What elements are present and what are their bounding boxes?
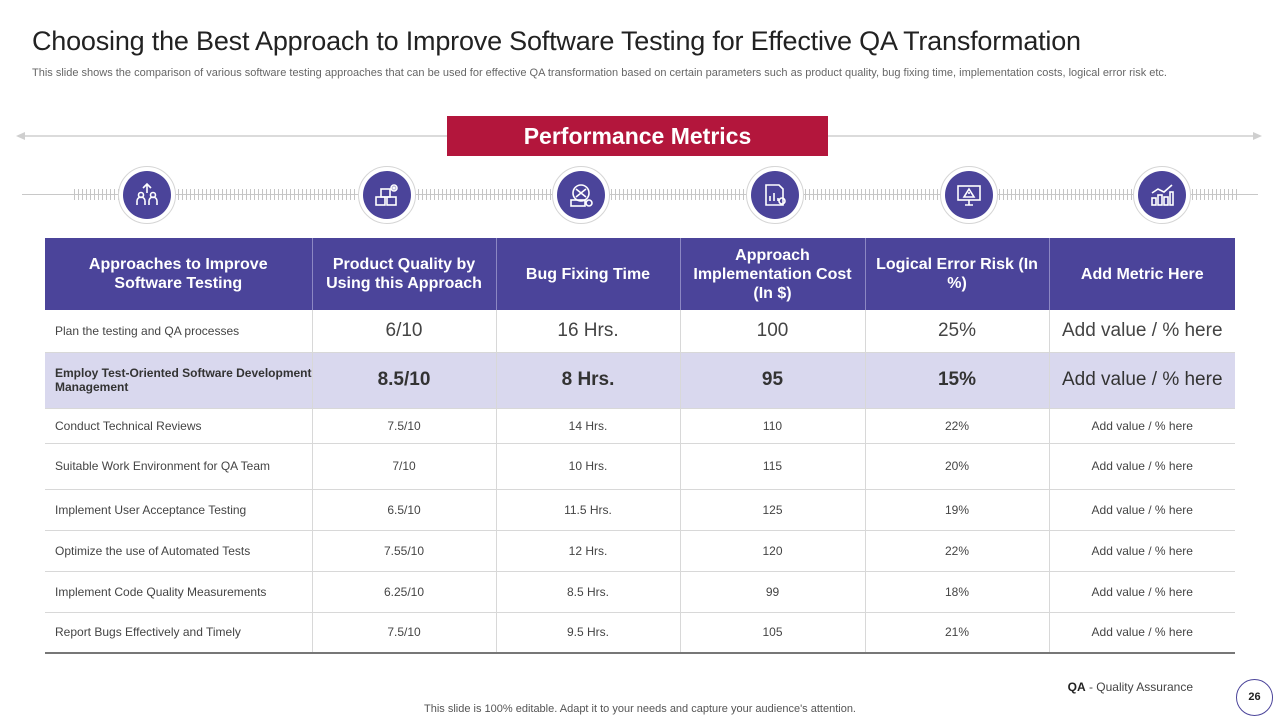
metric-cell: Add value / % here [1049, 489, 1235, 531]
header-implementation-cost: Approach Implementation Cost (In $) [680, 238, 866, 310]
risk-cell: 25% [865, 310, 1050, 353]
tick-marks [805, 189, 941, 200]
metric-cell: Add value / % here [1049, 530, 1235, 572]
footnote-abbr: QA [1067, 680, 1086, 694]
bug-time-cell: 8 Hrs. [496, 352, 681, 409]
bug-time-cell: 14 Hrs. [496, 408, 681, 444]
quality-cell: 6.5/10 [312, 489, 497, 531]
bug-time-cell: 11.5 Hrs. [496, 489, 681, 531]
tools-gear-icon [552, 166, 610, 224]
cost-cell: 110 [680, 408, 866, 444]
table-row-highlighted: Employ Test-Oriented Software Developmen… [45, 352, 1235, 409]
metric-cell: Add value / % here [1049, 352, 1235, 409]
quality-cell: 7.55/10 [312, 530, 497, 572]
approach-cell: Optimize the use of Automated Tests [45, 530, 313, 572]
header-add-metric: Add Metric Here [1049, 238, 1235, 310]
metric-cell: Add value / % here [1049, 310, 1235, 353]
bug-time-cell: 10 Hrs. [496, 443, 681, 490]
header-product-quality: Product Quality by Using this Approach [312, 238, 497, 310]
quality-cell: 6.25/10 [312, 571, 497, 613]
tick-marks [178, 189, 358, 200]
report-gear-icon [746, 166, 804, 224]
risk-cell: 15% [865, 352, 1050, 409]
monitor-warning-icon [940, 166, 998, 224]
approach-cell: Implement User Acceptance Testing [45, 489, 313, 531]
performance-metrics-banner: Performance Metrics [447, 116, 828, 156]
risk-cell: 22% [865, 530, 1050, 572]
risk-cell: 19% [865, 489, 1050, 531]
table-row: Implement User Acceptance Testing 6.5/10… [45, 489, 1235, 531]
cost-cell: 100 [680, 310, 866, 353]
slide-subtitle: This slide shows the comparison of vario… [32, 67, 1167, 79]
page-number: 26 [1236, 679, 1273, 716]
chart-growth-icon [1133, 166, 1191, 224]
header-bug-fixing-time: Bug Fixing Time [496, 238, 681, 310]
bug-time-cell: 16 Hrs. [496, 310, 681, 353]
risk-cell: 22% [865, 408, 1050, 444]
metric-cell: Add value / % here [1049, 612, 1235, 654]
quality-cell: 7.5/10 [312, 408, 497, 444]
people-growth-icon [118, 166, 176, 224]
metric-cell: Add value / % here [1049, 408, 1235, 444]
quality-cell: 7.5/10 [312, 612, 497, 654]
risk-cell: 18% [865, 571, 1050, 613]
table-row: Report Bugs Effectively and Timely 7.5/1… [45, 612, 1235, 654]
tick-marks [999, 189, 1135, 200]
quality-cell: 8.5/10 [312, 352, 497, 409]
cost-cell: 115 [680, 443, 866, 490]
tick-marks [418, 189, 553, 200]
approach-cell: Implement Code Quality Measurements [45, 571, 313, 613]
metric-cell: Add value / % here [1049, 443, 1235, 490]
approach-cell: Plan the testing and QA processes [45, 310, 313, 353]
cost-cell: 99 [680, 571, 866, 613]
table-header-row: Approaches to Improve Software Testing P… [45, 238, 1235, 310]
cost-cell: 120 [680, 530, 866, 572]
approach-cell: Conduct Technical Reviews [45, 408, 313, 444]
tick-marks [611, 189, 746, 200]
bug-time-cell: 8.5 Hrs. [496, 571, 681, 613]
risk-cell: 20% [865, 443, 1050, 490]
approach-cell: Suitable Work Environment for QA Team [45, 443, 313, 490]
cost-cell: 125 [680, 489, 866, 531]
tick-marks [74, 189, 119, 200]
cost-cell: 105 [680, 612, 866, 654]
bug-time-cell: 12 Hrs. [496, 530, 681, 572]
metric-cell: Add value / % here [1049, 571, 1235, 613]
arrow-left-icon [16, 132, 25, 140]
table-row: Implement Code Quality Measurements 6.25… [45, 571, 1235, 613]
header-logical-error-risk: Logical Error Risk (In %) [865, 238, 1050, 310]
bug-time-cell: 9.5 Hrs. [496, 612, 681, 654]
arrow-right-icon [1253, 132, 1262, 140]
table-row: Plan the testing and QA processes 6/10 1… [45, 310, 1235, 353]
approach-cell: Employ Test-Oriented Software Developmen… [45, 352, 313, 409]
abbreviation-footnote: QA - Quality Assurance [1068, 680, 1193, 694]
table-row: Conduct Technical Reviews 7.5/10 14 Hrs.… [45, 408, 1235, 444]
cost-cell: 95 [680, 352, 866, 409]
quality-cell: 7/10 [312, 443, 497, 490]
approach-cell: Report Bugs Effectively and Timely [45, 612, 313, 654]
header-approaches: Approaches to Improve Software Testing [45, 238, 313, 310]
footnote-text: - Quality Assurance [1085, 680, 1193, 694]
slide-title: Choosing the Best Approach to Improve So… [32, 26, 1081, 56]
boxes-gear-icon [358, 166, 416, 224]
quality-cell: 6/10 [312, 310, 497, 353]
table-row: Suitable Work Environment for QA Team 7/… [45, 443, 1235, 490]
comparison-table: Approaches to Improve Software Testing P… [45, 238, 1235, 654]
table-row: Optimize the use of Automated Tests 7.55… [45, 530, 1235, 572]
risk-cell: 21% [865, 612, 1050, 654]
editable-note: This slide is 100% editable. Adapt it to… [424, 703, 856, 715]
tick-marks [1192, 189, 1237, 200]
